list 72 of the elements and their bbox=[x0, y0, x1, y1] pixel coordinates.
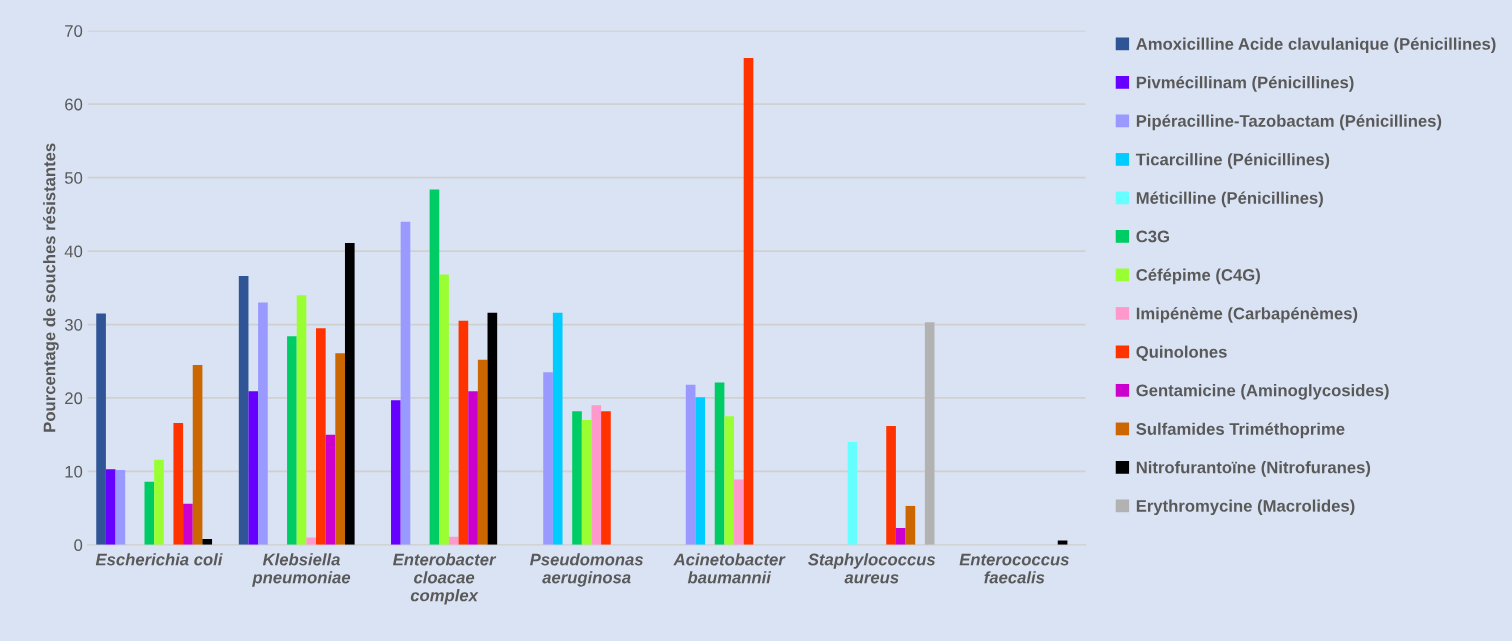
bar bbox=[400, 221, 411, 545]
legend-label: Méticilline (Pénicillines) bbox=[1136, 191, 1323, 208]
legend-label: Céfépime (C4G) bbox=[1136, 268, 1260, 285]
bar bbox=[847, 442, 858, 545]
legend-label: Ticarcilline (Pénicillines) bbox=[1135, 152, 1330, 169]
y-tick-label: 50 bbox=[64, 172, 83, 184]
bar bbox=[601, 411, 611, 545]
bar bbox=[895, 527, 906, 545]
bar bbox=[105, 469, 116, 545]
y-tick-label: 40 bbox=[64, 245, 83, 258]
x-tick-label: Klebsiella pneumoniae bbox=[252, 553, 351, 587]
bar bbox=[724, 416, 735, 545]
bar bbox=[344, 243, 355, 545]
bar bbox=[439, 274, 449, 545]
x-tick-label: Acinetobacter baumannii bbox=[673, 553, 786, 584]
bar bbox=[572, 411, 582, 545]
legend-label: Quinolones bbox=[1136, 345, 1227, 361]
bar bbox=[685, 384, 696, 545]
bar bbox=[96, 313, 106, 545]
bar bbox=[905, 505, 916, 545]
bar bbox=[115, 469, 126, 545]
bar bbox=[743, 57, 754, 545]
legend-label: Sulfamides Triméthoprime bbox=[1136, 422, 1345, 439]
legend-label: Pipéracilline-Tazobactam (Pénicillines) bbox=[1136, 114, 1442, 131]
y-tick-label: 10 bbox=[65, 465, 83, 478]
y-tick-label: 0 bbox=[74, 539, 83, 552]
bar bbox=[183, 503, 193, 545]
bar bbox=[886, 425, 896, 545]
bar bbox=[316, 328, 326, 545]
bar bbox=[325, 434, 336, 545]
bar bbox=[173, 422, 184, 545]
x-tick-label: Enterococcus faecalis bbox=[959, 553, 1069, 584]
bar bbox=[734, 479, 744, 545]
legend-label: Gentamicine (Aminoglycosides) bbox=[1136, 384, 1389, 400]
bar bbox=[581, 420, 592, 545]
bar bbox=[477, 359, 488, 545]
legend-label: Nitrofurantoïne (Nitrofuranes) bbox=[1136, 461, 1371, 477]
bar bbox=[144, 481, 155, 545]
y-axis-title: Pourcentage de souches résistantes bbox=[42, 143, 59, 432]
legend-label: Erythromycine (Macrolides) bbox=[1136, 499, 1355, 516]
y-tick-label: 20 bbox=[65, 392, 83, 405]
bar bbox=[391, 400, 401, 545]
legend-label: C3G bbox=[1136, 230, 1169, 243]
bar bbox=[429, 189, 440, 545]
y-tick-label: 60 bbox=[65, 98, 83, 111]
bar bbox=[248, 391, 259, 545]
bar bbox=[487, 312, 498, 545]
legend-label: Imipénème (Carbapénèmes) bbox=[1136, 306, 1358, 323]
bar bbox=[924, 322, 935, 545]
y-tick-label: 30 bbox=[64, 318, 83, 331]
x-tick-label: Staphylococcus aureus bbox=[808, 553, 936, 584]
x-tick-label: Escherichia coli bbox=[95, 553, 223, 566]
bar bbox=[238, 276, 249, 545]
bar bbox=[335, 353, 345, 545]
y-tick-label: 70 bbox=[65, 25, 83, 37]
x-tick-label: Enterobacter cloacae complex bbox=[392, 553, 497, 605]
bar bbox=[192, 364, 203, 545]
x-tick-label: Pseudomonas aeruginosa bbox=[530, 553, 644, 587]
bar bbox=[287, 336, 297, 545]
bar bbox=[552, 312, 563, 545]
legend-label: Pivmécillinam (Pénicillines) bbox=[1136, 75, 1354, 92]
bar bbox=[543, 372, 553, 545]
bar bbox=[296, 295, 307, 545]
bar bbox=[714, 382, 725, 545]
bar bbox=[591, 405, 602, 545]
bar bbox=[468, 391, 478, 545]
bar bbox=[154, 459, 164, 545]
bar bbox=[695, 397, 706, 545]
bar bbox=[258, 302, 268, 545]
legend-label: Amoxicilline Acide clavulanique (Pénicillines) bbox=[1136, 37, 1496, 54]
bar bbox=[458, 320, 469, 545]
bar bbox=[448, 536, 459, 545]
